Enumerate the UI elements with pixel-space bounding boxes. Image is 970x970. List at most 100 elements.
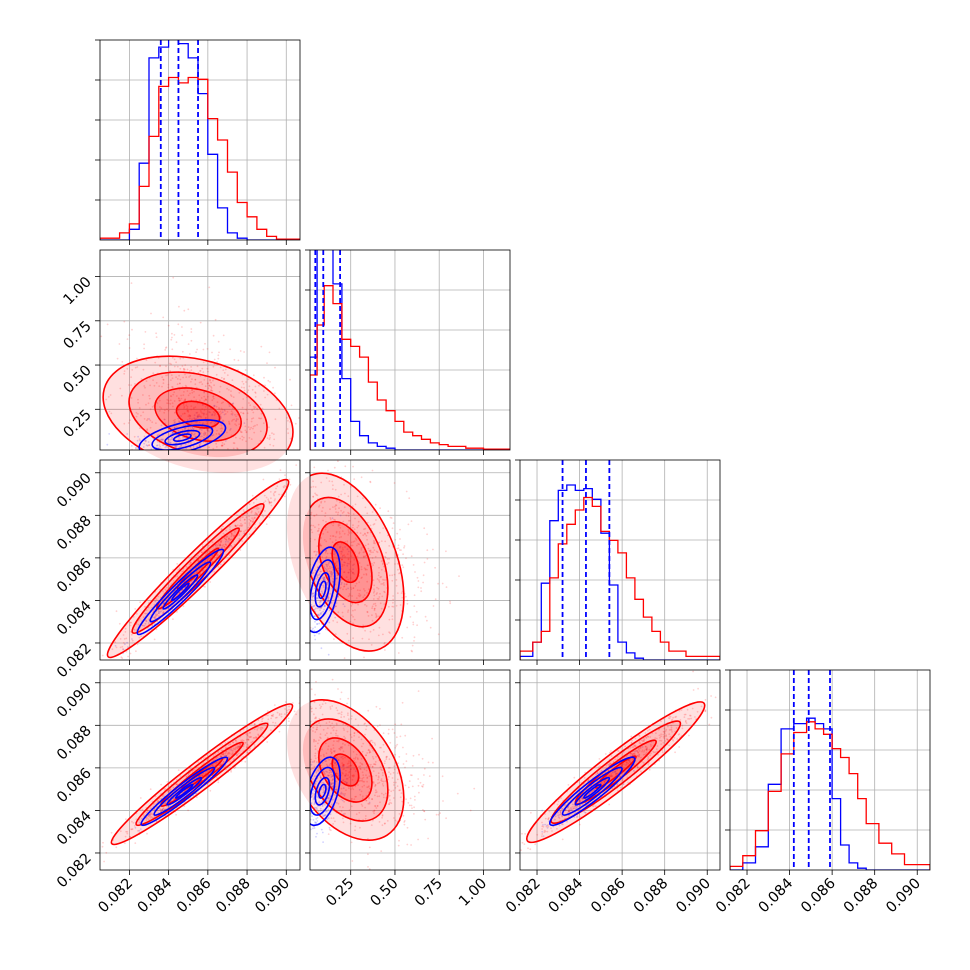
red-sample-point: [154, 617, 157, 619]
red-sample-point: [342, 520, 345, 523]
blue-sample-point: [327, 797, 330, 800]
red-sample-point: [208, 384, 211, 387]
red-sample-point: [189, 767, 192, 770]
red-sample-point: [134, 383, 136, 385]
red-sample-point: [408, 497, 411, 500]
red-sample-point: [276, 711, 279, 714]
red-sample-point: [248, 524, 251, 526]
red-sample-point: [360, 577, 363, 579]
red-sample-point: [268, 516, 271, 519]
red-sample-point: [231, 546, 234, 548]
red-sample-point: [379, 746, 381, 749]
blue-sample-point: [354, 770, 357, 773]
red-sample-point: [353, 768, 355, 771]
red-sample-point: [238, 423, 241, 426]
red-sample-point: [162, 807, 165, 809]
red-sample-point: [336, 557, 339, 560]
red-sample-point: [197, 761, 200, 763]
red-sample-point: [313, 514, 316, 517]
red-sample-point: [125, 818, 127, 821]
red-sample-point: [190, 432, 193, 435]
red-sample-point: [198, 445, 201, 447]
red-sample-point: [402, 566, 405, 569]
red-sample-point: [139, 797, 142, 799]
red-sample-point: [260, 345, 263, 348]
blue-sample-point: [314, 782, 317, 785]
red-sample-point: [98, 664, 100, 666]
red-sample-point: [240, 530, 243, 533]
red-sample-point: [145, 403, 147, 406]
red-sample-point: [286, 711, 288, 714]
blue-sample-point: [318, 573, 321, 575]
red-sample-point: [218, 351, 220, 354]
red-sample-point: [228, 420, 230, 423]
blue-sample-point: [311, 593, 313, 596]
red-sample-point: [324, 702, 327, 705]
red-sample-point: [399, 572, 401, 574]
red-sample-point: [329, 706, 332, 708]
red-sample-point: [344, 465, 347, 468]
red-sample-point: [325, 557, 327, 559]
blue-sample-point: [235, 419, 238, 422]
blue-sample-point: [195, 412, 198, 414]
red-sample-point: [147, 402, 150, 405]
red-sample-point: [314, 486, 317, 488]
red-sample-point: [131, 328, 133, 331]
red-sample-point: [342, 768, 345, 771]
blue-sample-point: [323, 814, 326, 817]
red-sample-point: [220, 540, 223, 543]
red-sample-point: [417, 586, 420, 589]
red-sample-point: [225, 544, 228, 547]
red-sample-point: [206, 395, 209, 398]
blue-sample-point: [145, 444, 148, 447]
red-sample-point: [247, 426, 250, 428]
red-sample-point: [403, 823, 406, 826]
red-sample-point: [256, 408, 259, 411]
red-sample-point: [322, 533, 325, 535]
red-sample-point: [376, 586, 378, 589]
red-sample-point: [188, 370, 191, 373]
blue-sample-point: [327, 653, 330, 656]
red-sample-point: [262, 736, 265, 739]
red-sample-point: [147, 815, 150, 818]
red-sample-point: [288, 708, 290, 711]
red-sample-point: [377, 587, 380, 590]
red-sample-point: [215, 433, 218, 435]
blue-sample-point: [358, 788, 361, 791]
red-sample-point: [318, 561, 321, 563]
blue-sample-point: [340, 582, 343, 584]
red-sample-point: [230, 532, 233, 535]
red-sample-point: [314, 538, 316, 541]
red-sample-point: [314, 550, 316, 553]
blue-sample-point: [326, 789, 329, 792]
red-sample-point: [231, 407, 234, 410]
red-sample-point: [190, 369, 193, 372]
red-sample-point: [374, 503, 377, 506]
blue-sample-point: [196, 421, 199, 423]
red-sample-point: [254, 391, 257, 394]
red-sample-point: [396, 547, 399, 550]
red-sample-point: [204, 385, 207, 388]
red-sample-point: [410, 804, 413, 807]
red-sample-point: [190, 405, 193, 407]
red-sample-point: [203, 431, 206, 434]
red-sample-point: [137, 401, 140, 404]
blue-sample-point: [314, 806, 316, 809]
red-sample-point: [245, 381, 247, 383]
red-sample-point: [289, 437, 292, 440]
red-sample-point: [245, 516, 248, 519]
blue-sample-point: [225, 755, 228, 757]
red-sample-point: [219, 544, 222, 547]
red-sample-point: [212, 397, 215, 400]
blue-sample-point: [323, 577, 326, 579]
red-sample-point: [406, 599, 409, 602]
red-sample-point: [243, 530, 245, 533]
red-sample-point: [374, 805, 377, 808]
blue-sample-point: [334, 550, 336, 553]
red-sample-point: [314, 554, 317, 557]
red-sample-point: [347, 725, 349, 728]
red-sample-point: [417, 784, 420, 787]
red-sample-point: [237, 752, 240, 754]
blue-sample-point: [315, 577, 317, 580]
red-sample-point: [260, 417, 263, 420]
